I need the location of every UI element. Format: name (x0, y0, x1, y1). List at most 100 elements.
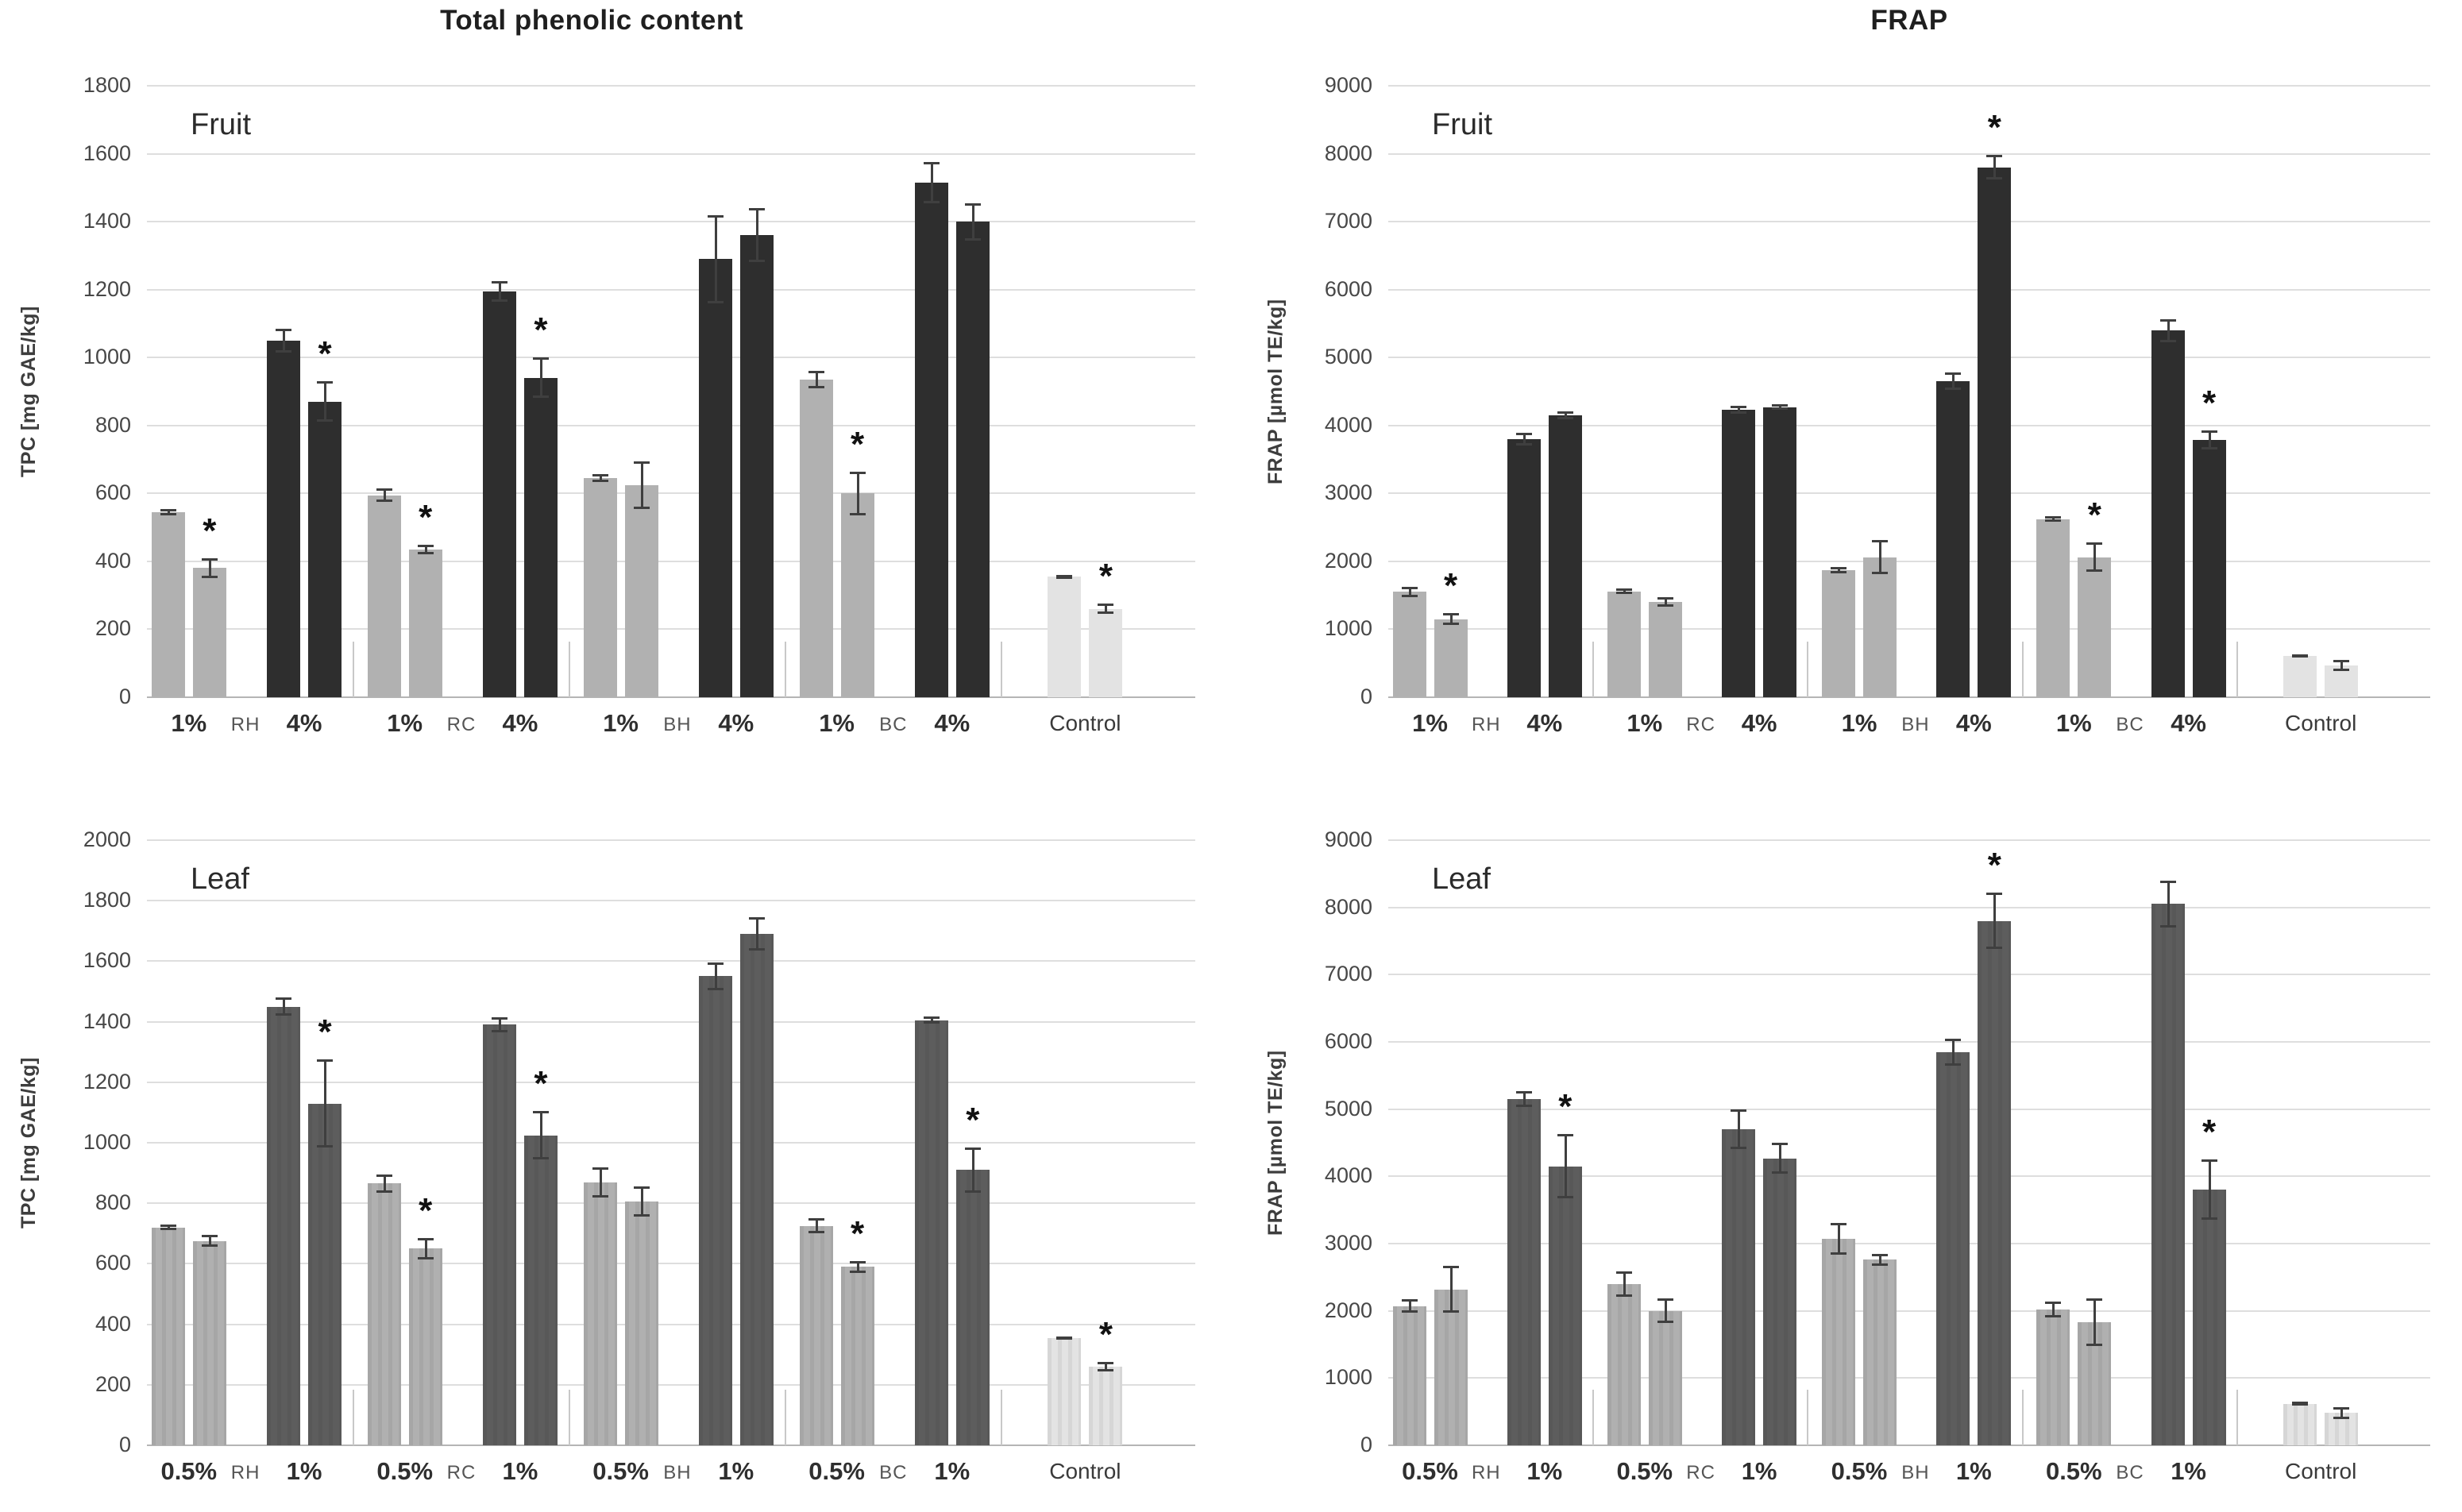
error-bar (1515, 1090, 1532, 1108)
error-bar-cap (1986, 947, 2003, 950)
error-bar (376, 1174, 392, 1193)
bar (523, 1135, 558, 1445)
panel-corner-label: Fruit (191, 108, 251, 141)
error-bar-line (424, 544, 427, 555)
bar (624, 484, 658, 697)
error-bar-cap (1056, 1336, 1073, 1339)
bar (2283, 1403, 2317, 1445)
error-bar-cap (1657, 604, 1673, 608)
group-divider-tick (1592, 642, 1595, 697)
gridline (147, 1081, 1195, 1083)
group-divider-tick (568, 642, 570, 697)
error-bar-line (208, 1235, 211, 1248)
error-bar-cap (317, 1144, 333, 1148)
error-bar (532, 357, 549, 399)
y-tick-label: 3000 (1324, 480, 1372, 505)
gridline (147, 152, 1195, 155)
error-bar-cap (2292, 1403, 2309, 1406)
error-bar (1831, 566, 1846, 574)
error-bar-cap (1615, 588, 1632, 592)
error-bar-line (1623, 1271, 1626, 1297)
y-tick-label: 1000 (1324, 1365, 1372, 1390)
error-bar-line (324, 381, 326, 422)
x-label-species: RC (1686, 714, 1715, 735)
error-bar-cap (2045, 1315, 2062, 1318)
error-bar-cap (1401, 1310, 1418, 1313)
error-bar (1731, 1109, 1747, 1150)
error-bar (276, 328, 291, 353)
error-bar-cap (748, 948, 765, 951)
error-bar-cap (2159, 925, 2176, 928)
x-label-species: RH (230, 714, 260, 735)
error-bar-cap (707, 214, 724, 218)
group-divider-tick (1807, 642, 1809, 697)
error-bar-cap (1098, 611, 1114, 615)
error-bar-line (1779, 1143, 1782, 1174)
significance-star: * (851, 424, 865, 464)
gridline (1388, 357, 2430, 359)
error-bar-cap (1442, 1310, 1459, 1313)
y-tick-label: 9000 (1324, 73, 1372, 97)
bar (914, 182, 948, 697)
error-bar-cap (1557, 411, 1573, 414)
error-bar-cap (417, 1238, 434, 1240)
y-tick-label: 1600 (83, 141, 131, 165)
bar (367, 495, 401, 697)
error-bar-cap (964, 237, 981, 241)
group-divider-tick (1592, 1390, 1595, 1445)
error-bar (964, 202, 981, 241)
error-bar-cap (417, 1256, 434, 1259)
error-bar-cap (276, 997, 291, 1001)
error-bar-line (1952, 1038, 1955, 1066)
error-bar (808, 1218, 824, 1234)
error-bar-line (167, 1224, 170, 1231)
error-bar-cap (417, 552, 434, 555)
x-label-concentration: 0.5% (2045, 1457, 2102, 1485)
gridline (1388, 1041, 2430, 1043)
y-tick-label: 5000 (1324, 1096, 1372, 1120)
significance-star: * (1558, 1087, 1573, 1126)
x-label-concentration: 0.5% (1616, 1457, 1673, 1485)
error-bar-cap (1615, 1271, 1632, 1274)
gridline (147, 900, 1195, 902)
x-label-species: BC (879, 1462, 908, 1483)
gridline (147, 1323, 1195, 1325)
error-bar (1986, 155, 2003, 180)
bar (408, 1248, 442, 1445)
significance-star: * (966, 1100, 980, 1140)
bar (1863, 557, 1897, 697)
bar (2283, 655, 2317, 697)
bar (192, 568, 226, 697)
error-bar-cap (2086, 542, 2103, 545)
y-tick-label: 4000 (1324, 412, 1372, 437)
error-bar (160, 508, 176, 516)
error-bar (1945, 1038, 1962, 1066)
bar (1434, 1289, 1468, 1445)
error-bar (1615, 1271, 1632, 1297)
y-tick-label: 400 (95, 1311, 131, 1336)
error-bar (808, 371, 824, 388)
error-bar-cap (1557, 417, 1573, 420)
gridline (1388, 1243, 2430, 1244)
error-bar (2086, 1298, 2103, 1346)
error-bar (2045, 516, 2062, 523)
error-bar (317, 381, 333, 422)
error-bar-cap (1098, 604, 1114, 607)
error-bar-line (1408, 586, 1411, 598)
gridline (1388, 85, 2430, 87)
error-bar-cap (2201, 446, 2217, 449)
gridline (147, 1383, 1195, 1386)
gridline (147, 839, 1195, 841)
y-tick-label: 7000 (1324, 962, 1372, 986)
error-bar (1442, 1265, 1459, 1313)
error-bar (2292, 654, 2309, 658)
x-label-concentration: 0.5% (1831, 1457, 1888, 1485)
gridline (147, 424, 1195, 426)
bar (192, 1240, 226, 1445)
y-tick-label: 600 (95, 480, 131, 505)
error-bar-cap (964, 202, 981, 206)
error-bar (1872, 540, 1888, 575)
error-bar (491, 281, 507, 302)
error-bar-line (1522, 1090, 1526, 1108)
